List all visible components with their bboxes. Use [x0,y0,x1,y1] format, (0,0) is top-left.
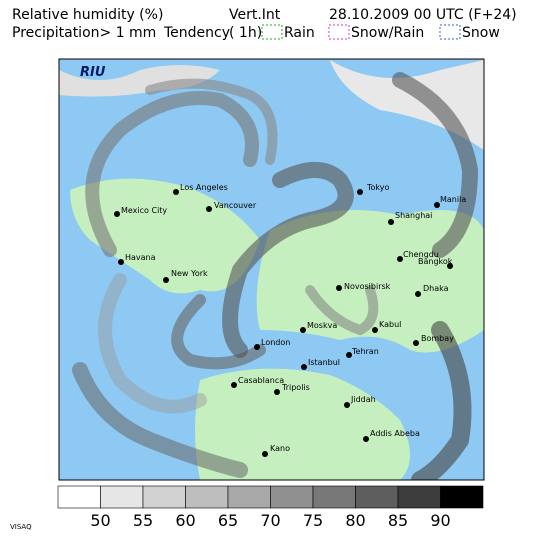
city-label: New York [171,269,208,278]
city-dot [388,219,394,225]
colorbar-tick-label: 75 [303,511,323,530]
city-label: Casablanca [238,376,284,385]
city-dot [415,291,421,297]
date: 28.10.2009 00 UTC (F+24) [329,7,517,23]
city-label: Havana [125,253,156,262]
snow-swatch [439,24,461,40]
colorbar-tick-label: 50 [90,511,110,530]
snow-rain-label: Snow/Rain [351,25,424,41]
city-label: Jiddah [350,395,376,404]
colorbar-tick-label: 70 [260,511,280,530]
city-dot [397,256,403,262]
map: RIU [58,58,485,481]
city-dot [206,206,212,212]
city-label: Kano [270,444,290,453]
city-dot [262,451,268,457]
city-label: Kabul [379,320,401,329]
title: Relative humidity (%) [12,7,163,23]
period: ( 1h) [229,25,262,41]
city-label: Dhaka [423,284,449,293]
snow-label: Snow [462,25,500,41]
city-dot [173,189,179,195]
city-dot [301,364,307,370]
city-dot [434,202,440,208]
city-label: Tokyo [366,183,390,192]
city-label: Tripolis [281,383,310,392]
city-dot [274,389,280,395]
city-dot [163,277,169,283]
city-dot [346,352,352,358]
tendency: Tendency [163,25,230,41]
city-dot [344,402,350,408]
city-dot [300,327,306,333]
city-dot [336,285,342,291]
colorbar-box [142,485,186,509]
city-label: Bangkok [418,257,453,266]
city-label: Addis Abeba [370,429,420,438]
rain-swatch [261,24,283,40]
colorbar-box [185,485,229,509]
colorbar-box [397,485,441,509]
city-label: Manila [440,195,466,204]
city-label: Istanbul [308,358,340,367]
city-label: Mexico City [121,206,167,215]
colorbar-box [57,485,101,509]
subtitle: Precipitation> 1 mm [12,25,156,41]
colorbar-tick-label: 55 [133,511,153,530]
city-label: Shanghai [395,211,432,220]
city-label: Vancouver [214,201,257,210]
snow-rain-swatch [328,24,350,40]
vert-int: Vert.Int [229,7,281,23]
colorbar-tick-label: 65 [218,511,238,530]
city-label: Los Angeles [180,183,228,192]
city-label: Tehran [351,347,379,356]
city-dot [254,344,260,350]
city-dot [413,340,419,346]
colorbar-box [227,485,271,509]
logo: RIU [80,65,106,80]
city-label: Moskva [307,321,337,330]
colorbar-box [355,485,399,509]
colorbar-tick-label: 80 [345,511,365,530]
colorbar-box [312,485,356,509]
city-dot [357,189,363,195]
city-label: Chengdu [403,250,439,259]
city-label: Novosibirsk [344,282,391,291]
city-dot [447,263,453,269]
city-dot [372,327,378,333]
colorbar-tick-label: 60 [175,511,195,530]
city-dot [118,259,124,265]
colorbar-tick-label: 90 [430,511,450,530]
city-dot [363,436,369,442]
footer: VISAQ [10,523,32,531]
city-dot [231,382,237,388]
colorbar-box [100,485,144,509]
city-label: Bombay [421,334,454,343]
rain-label: Rain [284,25,315,41]
colorbar-box [440,485,484,509]
city-dot [114,211,120,217]
city-label: London [261,338,290,347]
colorbar-tick-label: 85 [388,511,408,530]
colorbar-box [270,485,314,509]
